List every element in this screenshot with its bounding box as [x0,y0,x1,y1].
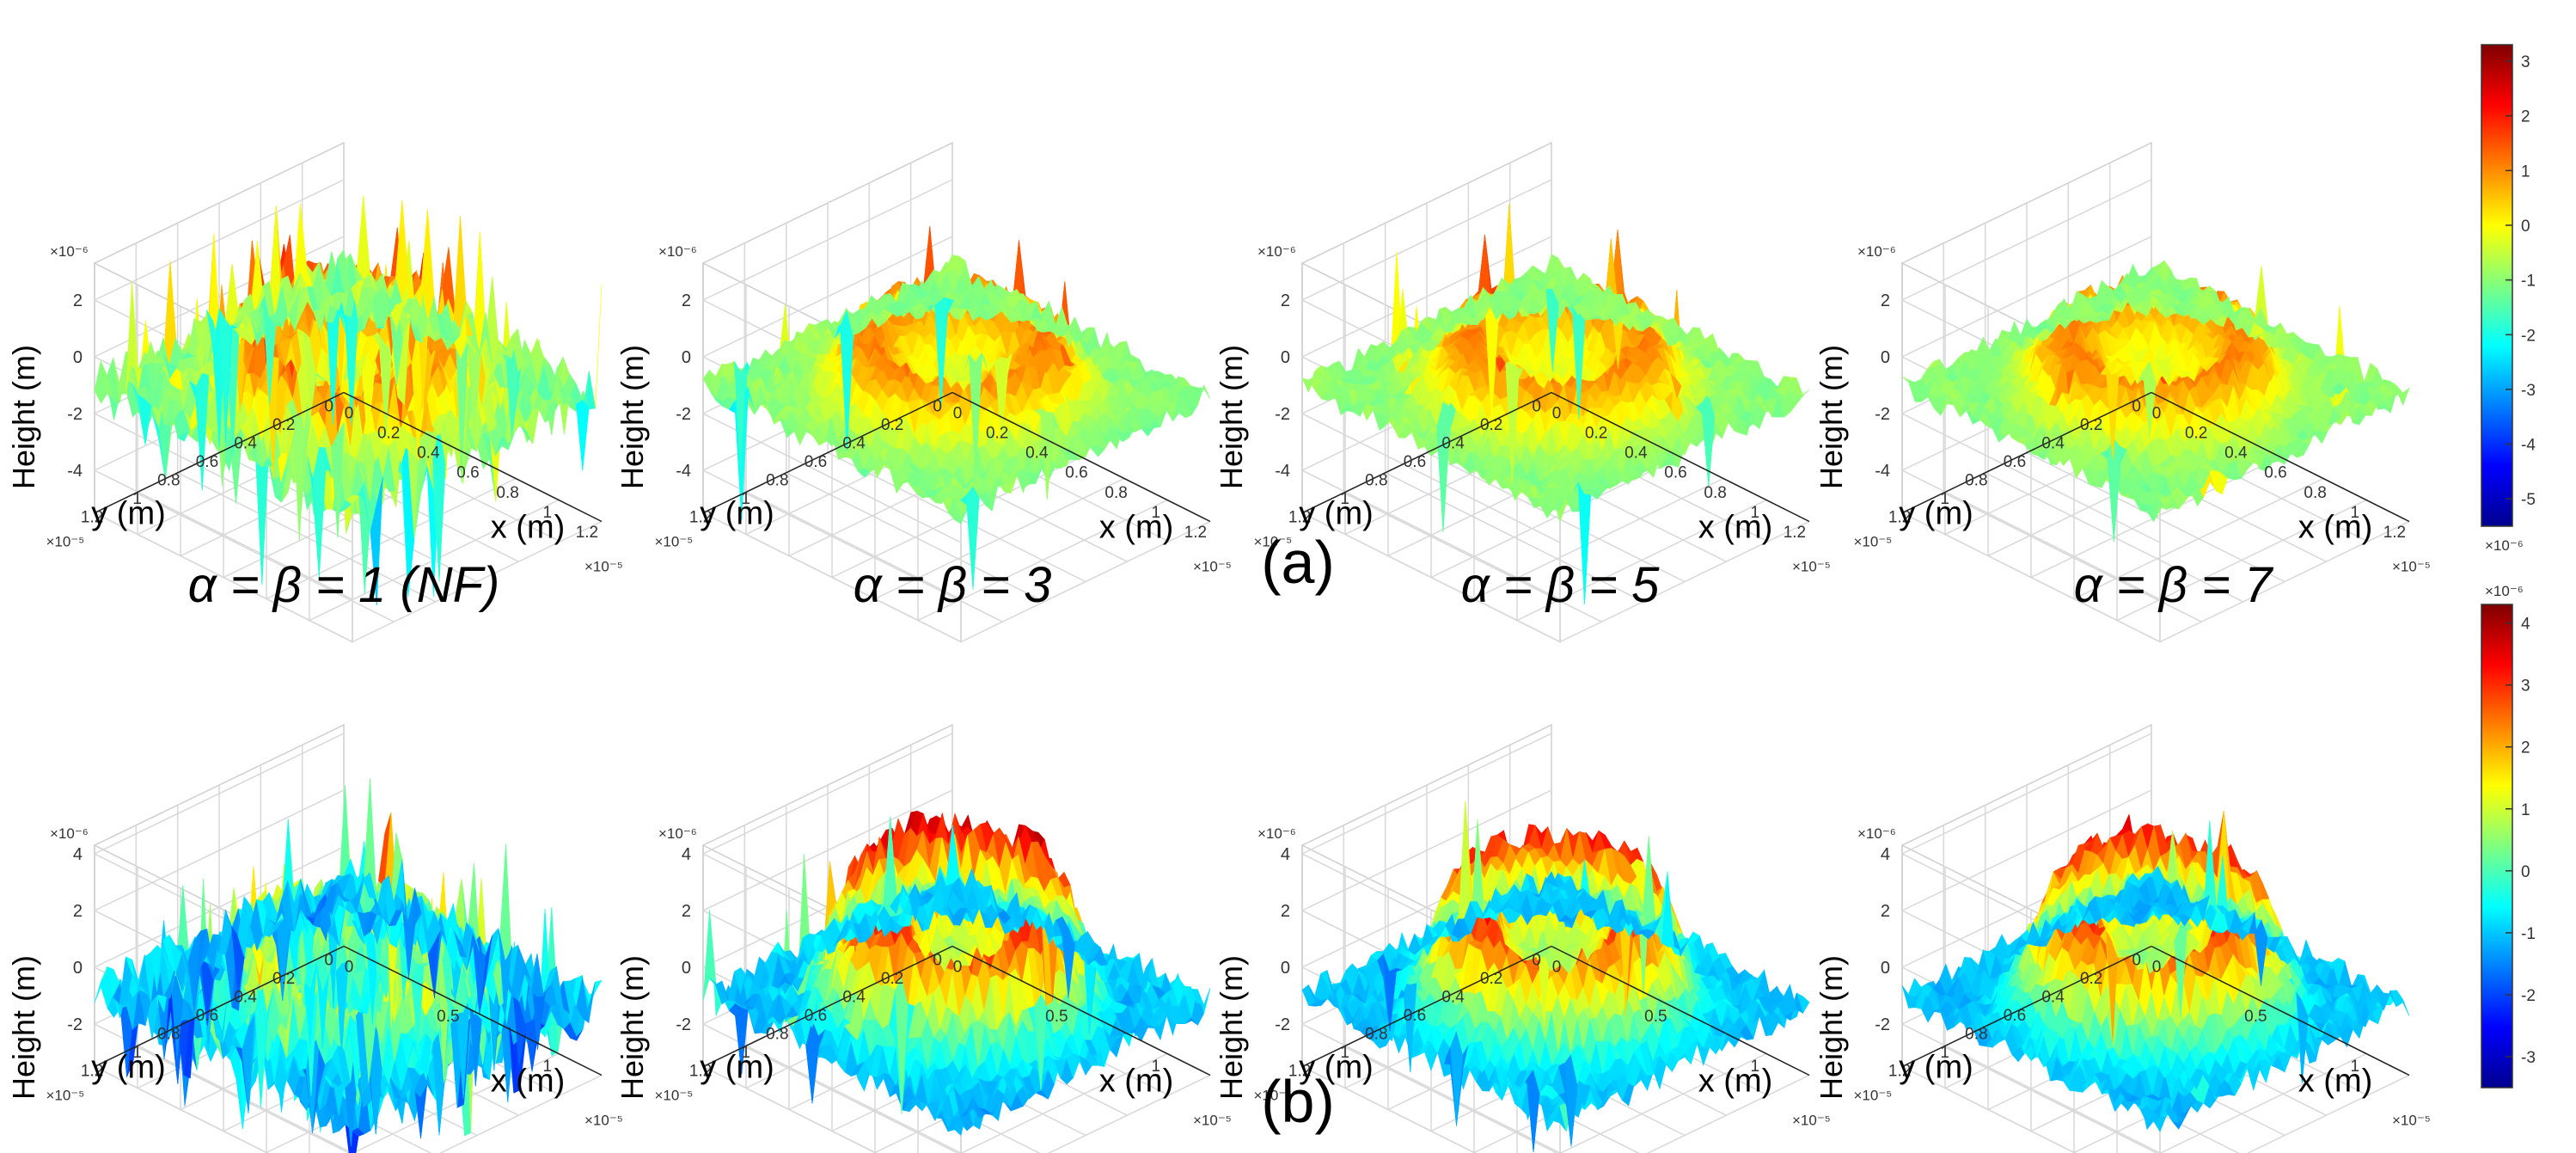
x-tick-label: 0.4 [1625,445,1648,463]
x-tick-label: 0.4 [1025,445,1049,463]
y-tick-label: 0.4 [1441,435,1465,453]
z-tick-label: -2 [67,405,83,424]
x-axis-title: x (m) [1698,510,1773,546]
x-tick-label: 0.8 [1104,484,1127,502]
z-scale-label: ×10⁻⁶ [658,243,697,260]
z-axis-title: Height (m) [1214,345,1249,489]
z-tick-label: -2 [1275,405,1290,424]
x-tick-label: 0.6 [1065,464,1087,482]
y-tick-label: 0.6 [805,453,827,471]
z-scale-label: ×10⁻⁶ [1257,243,1296,260]
x-scale-label: ×10⁻⁵ [1792,559,1831,575]
z-tick-label: -4 [676,462,691,481]
z-tick-label: 2 [73,291,83,310]
y-tick-label: 0.2 [1480,416,1502,434]
y-scale-label: ×10⁻⁵ [655,534,694,550]
x-tick-label: 0 [1552,405,1562,423]
y-tick-label: 0.4 [842,435,866,453]
surface-patch [575,399,590,471]
z-axis-title: Height (m) [615,345,650,489]
z-tick-label: 2 [1281,291,1290,310]
y-tick-label: 0.8 [157,472,180,490]
y-axis-title: y (m) [91,496,166,532]
surface-patch [356,195,370,280]
y-scale-label: ×10⁻⁵ [46,534,85,550]
x-scale-label: ×10⁻⁵ [584,559,623,575]
z-tick-label: -4 [1275,462,1290,481]
x-axis-title: x (m) [1099,510,1174,546]
y-tick-label: 0.2 [272,416,295,434]
y-tick-label: 0.4 [234,435,257,453]
y-axis-title: y (m) [700,496,774,532]
y-tick-label: 0.2 [881,416,903,434]
y-tick-label: 0 [324,398,333,416]
x-tick-label: 0 [345,405,354,423]
z-tick-label: -2 [676,405,691,424]
z-tick-label: 0 [682,348,691,367]
x-tick-label: 0.8 [496,484,518,502]
x-scale-label: ×10⁻⁵ [1193,559,1232,575]
z-tick-label: 0 [1281,348,1290,367]
x-tick-label: 0.8 [1704,484,1726,502]
x-tick-label: 0.6 [1664,464,1686,482]
x-axis-title: x (m) [491,510,566,546]
x-tick-label: 0.6 [456,464,479,482]
y-axis-title: y (m) [1299,496,1374,532]
x-tick-label: 0.4 [417,445,440,463]
z-scale-label: ×10⁻⁶ [50,243,89,260]
x-tick-label: 1.2 [1184,524,1207,542]
y-tick-label: 0.6 [196,453,218,471]
z-axis-title: Height (m) [6,345,41,489]
z-tick-label: -4 [67,462,83,481]
x-tick-label: 1.2 [1784,524,1806,542]
y-tick-label: 0.6 [1404,453,1426,471]
y-tick-label: 0 [1532,398,1541,416]
y-tick-label: 0 [933,398,942,416]
x-tick-label: 0.2 [377,425,400,443]
z-tick-label: 0 [73,348,83,367]
y-tick-label: 0.8 [766,472,788,490]
x-tick-label: 0 [953,405,963,423]
x-tick-label: 0.2 [1585,425,1607,443]
floor-grid-line [135,492,395,622]
floor-grid-line [94,512,353,643]
z-tick-label: 2 [682,291,691,310]
x-tick-label: 0.2 [986,425,1008,443]
x-tick-label: 1.2 [576,524,598,542]
y-tick-label: 0.8 [1365,472,1387,490]
surface-mesh [94,195,603,606]
floor-grid-line [352,520,603,643]
